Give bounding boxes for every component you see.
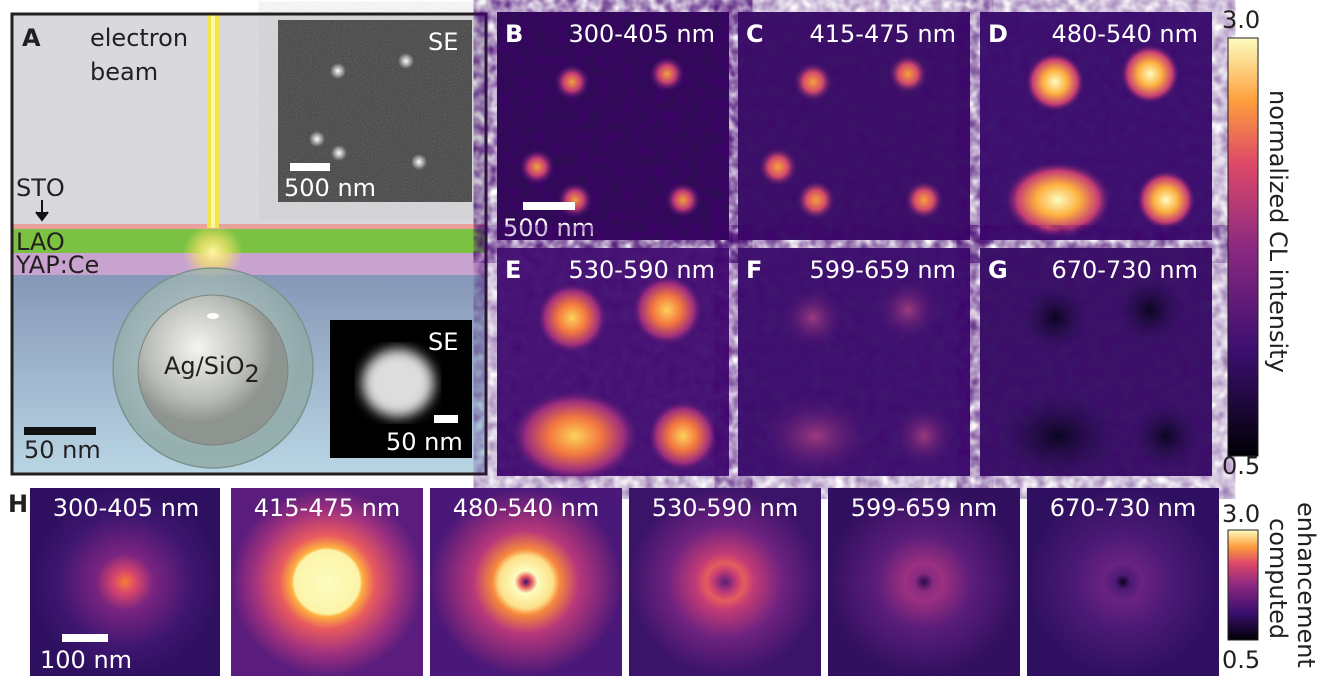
panel-h: 300-405 nm 415-475 nm 480-540 nm 530-590 nm… [30,488,1219,676]
map-spot [557,182,593,218]
map-spot [1003,161,1113,239]
particle-subscript: 2 [245,360,260,388]
map-spot [1132,402,1200,470]
wavelength-label: 415-475 nm [254,494,401,522]
colorbar-title: normalized CL intensity [1264,90,1292,373]
colorbar-max: 3.0 [1222,500,1260,528]
panel-label: F [746,256,762,284]
wavelength-label: 300-405 nm [53,494,200,522]
layer-label: YAP:Ce [15,251,99,279]
map-image [828,488,1020,676]
scale-bar [523,202,575,210]
map-spot [1025,52,1085,112]
panel-label: G [988,256,1008,284]
panel-label: B [505,20,523,48]
colorbar-max: 3.0 [1222,6,1260,34]
map-spot [996,391,1120,481]
map-image [1027,488,1219,676]
colorbar-min: 0.5 [1222,646,1260,674]
map-spot [779,284,847,352]
colorbar-title: computed [1264,518,1292,639]
computed-map: 300-405 nm [30,488,220,676]
colorbar [1227,529,1259,641]
particle-label: Ag/SiO2 [164,352,260,388]
cl-map: B 300-405 nm 500 nm [497,12,729,242]
colorbar-title: enhancement [1292,502,1320,668]
cl-map: F 599-659 nm [738,248,970,481]
panel-a: A electron beam STO LAO YAP:Ce Ag/SiO2 5… [10,12,488,476]
map-spot [665,182,701,218]
beam-label: beam [90,58,158,86]
wavelength-label: 480-540 nm [1052,20,1199,48]
panel-label: H [8,490,28,518]
cl-maps: B 300-405 nm 500 nm C 415-475 nm D 480-540 nm E… [497,12,1212,483]
wavelength-label: 599-659 nm [810,256,957,284]
cl-map: G 670-730 nm [980,248,1212,481]
computed-map: 599-659 nm [828,488,1020,676]
panel-label: E [505,256,521,284]
wavelength-label: 530-590 nm [652,494,799,522]
map-spot [796,180,836,220]
cl-map: D 480-540 nm [980,12,1212,240]
map-image [30,488,220,676]
map-spot [874,276,942,344]
layer-label: STO [16,174,65,202]
panel-label: C [746,20,764,48]
map-spot [536,282,608,354]
map-spot [509,389,641,483]
scale-bar-label: 500 nm [503,214,595,242]
scale-bar-label: 50 nm [24,436,101,464]
map-spot [793,62,833,102]
panel-label: A [22,24,41,52]
map-image [231,488,423,676]
colorbar-min: 0.5 [1222,452,1260,480]
inset-label: SE [428,28,458,56]
inset-scale-label: 50 nm [386,428,463,456]
map-spot [647,400,719,472]
wavelength-label: 300-405 nm [569,20,716,48]
map-spot [649,56,685,92]
wavelength-label: 480-540 nm [453,494,600,522]
computed-map: 480-540 nm [430,488,622,676]
computed-map: 670-730 nm [1027,488,1219,676]
wavelength-label: 530-590 nm [569,256,716,284]
map-spot [758,147,798,187]
cl-map: E 530-590 nm [497,248,729,483]
inset-scale-label: 500 nm [284,174,376,202]
map-image [629,488,821,676]
map-spot [888,54,928,94]
wavelength-label: 670-730 nm [1052,256,1199,284]
computed-map: 530-590 nm [629,488,821,676]
cl-map: C 415-475 nm [738,12,970,240]
map-spot [1120,44,1180,104]
map-spot [554,64,590,100]
map-image [430,488,622,676]
map-spot [1021,284,1089,352]
scale-bar-label: 100 nm [40,646,132,674]
wavelength-label: 599-659 nm [851,494,998,522]
computed-map: 415-475 nm [231,488,423,676]
map-spot [1136,170,1196,230]
panel-label: D [988,20,1008,48]
particle-text: Ag/SiO [164,352,245,380]
map-spot [519,149,555,185]
map-spot [754,391,878,481]
beam-label: electron [90,24,188,52]
colorbar [1227,37,1259,457]
layer-label: LAO [16,228,65,256]
map-spot [631,274,703,346]
wavelength-label: 670-730 nm [1050,494,1197,522]
map-spot [904,180,944,220]
scale-bar [62,634,108,642]
map-spot [890,402,958,470]
map-spot [1116,276,1184,344]
wavelength-label: 415-475 nm [810,20,957,48]
inset-label: SE [428,328,458,356]
